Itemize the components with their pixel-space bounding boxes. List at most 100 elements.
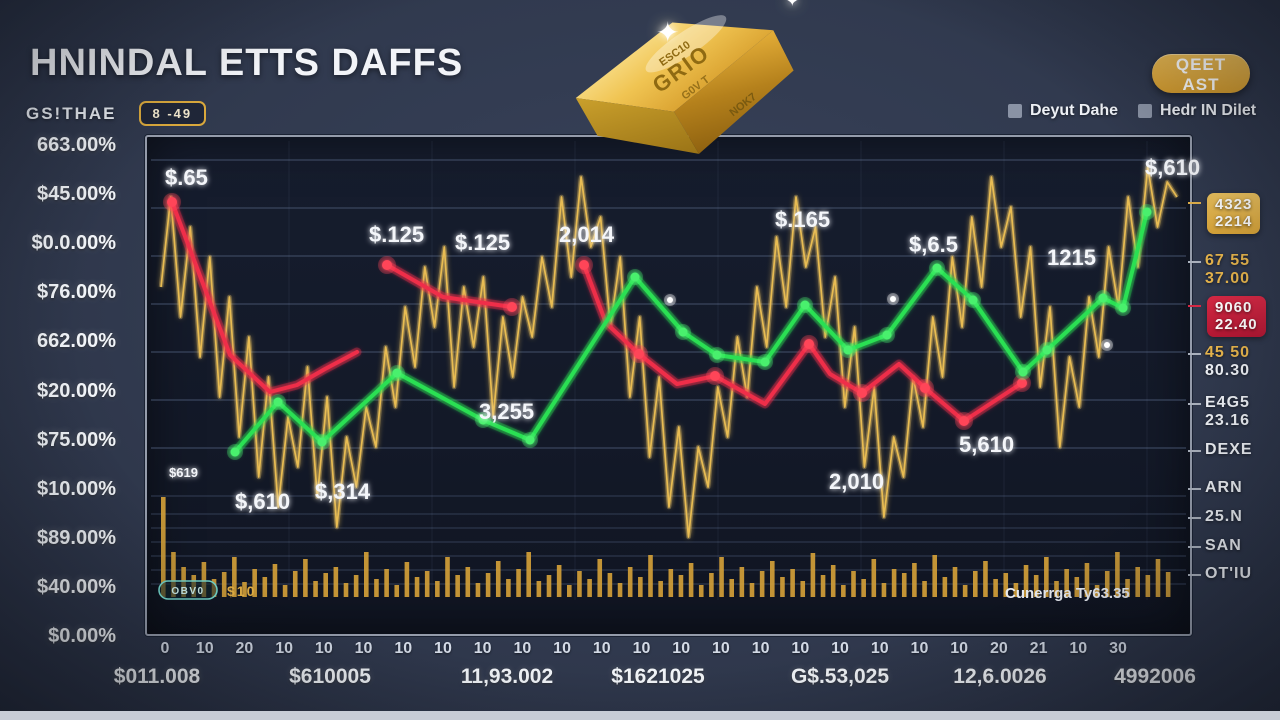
y-axis-label: $75.00% — [37, 428, 116, 451]
x-axis-label: $1621025 — [611, 665, 705, 688]
volume-bar — [567, 585, 572, 597]
right-axis-item: 4323 2214 — [1188, 193, 1261, 234]
price-badge: 9060 22.40 — [1207, 296, 1266, 337]
price-label: SAN — [1205, 537, 1242, 555]
bar-engraving-small: ESC10 — [657, 39, 692, 69]
green-data-point — [1098, 293, 1108, 303]
symbol-change-badge[interactable]: 8 -49 — [138, 101, 207, 126]
volume-bar — [282, 585, 288, 597]
green-data-point — [273, 397, 283, 407]
get-asset-button[interactable]: QEET AST — [1152, 54, 1250, 94]
price-label: E4G5 23.16 — [1205, 394, 1250, 431]
volume-bar — [313, 581, 318, 597]
red-data-point — [634, 349, 644, 359]
right-axis-item: E4G5 23.16 — [1188, 394, 1250, 431]
sparkle-icon: ✦ — [786, 0, 799, 10]
volume-bar — [536, 581, 542, 597]
volume-bar — [262, 577, 268, 597]
volume-bar — [800, 581, 806, 597]
chart-panel[interactable]: $.65 $.125 $.125 2,014 $.165 $,6.5 1215 $,610 $6… — [145, 135, 1200, 636]
price-line: 25.N — [1205, 508, 1243, 525]
tick-dash-icon — [1188, 202, 1201, 204]
x-axis-label: 11,93.002 — [460, 665, 554, 688]
green-data-point — [630, 272, 640, 282]
x-tick-label: 10 — [314, 640, 333, 657]
volume-bar — [901, 573, 907, 597]
y-axis-label: 662.00% — [37, 330, 116, 353]
green-data-point — [525, 435, 535, 445]
glint-icon — [667, 297, 673, 303]
volume-bar — [759, 571, 765, 597]
red-data-point — [920, 383, 930, 393]
price-line: 23.16 — [1205, 412, 1251, 430]
chart-annotation: $.165 — [775, 207, 830, 232]
obv-badge-label: OBV0 — [171, 586, 204, 597]
volume-bar — [790, 569, 795, 597]
green-data-point — [1042, 345, 1052, 355]
volume-bar — [292, 571, 298, 597]
chart-footnote: Cunerrga Ty63.35 — [1005, 585, 1130, 602]
y-axis-label: $40.00% — [37, 575, 116, 598]
x-tick-label: 10 — [195, 640, 214, 657]
x-axis-label: 4992006 — [1114, 665, 1196, 688]
volume-bar — [435, 581, 440, 597]
volume-bar — [333, 567, 339, 597]
red-data-point — [382, 260, 392, 270]
volume-bar — [323, 573, 328, 597]
green-data-point — [882, 330, 892, 340]
volume-bar — [962, 585, 968, 597]
volume-bar — [617, 583, 623, 597]
volume-bar — [465, 567, 471, 597]
legend-item-1[interactable]: Hedr IN Dilet — [1138, 102, 1256, 120]
chart-annotation: $,6.5 — [909, 232, 958, 257]
green-data-point — [760, 357, 770, 367]
price-label: 25.N — [1205, 508, 1243, 526]
volume-bar — [424, 571, 430, 597]
volume-bar — [993, 579, 998, 597]
volume-bar — [780, 577, 785, 597]
volume-bar — [1165, 572, 1171, 597]
x-tick-label: 0 — [160, 640, 170, 657]
volume-bar — [364, 552, 369, 597]
red-data-point — [857, 388, 867, 398]
volume-bar — [546, 575, 552, 597]
tick-dash-icon — [1188, 488, 1201, 490]
volume-bar — [485, 573, 491, 597]
red-data-point — [804, 339, 814, 349]
legend-swatch-icon — [1008, 104, 1022, 118]
legend-item-0[interactable]: Deyut Dahe — [1008, 102, 1118, 120]
x-tick-label: 10 — [751, 640, 770, 657]
green-data-point — [843, 345, 853, 355]
right-axis-item: DEXE — [1188, 441, 1253, 459]
chart-legend: Deyut Dahe Hedr IN Dilet — [1008, 102, 1256, 120]
volume-bar — [861, 579, 866, 597]
price-chart[interactable]: $.65 $.125 $.125 2,014 $.165 $,6.5 1215 $,610 $6… — [147, 137, 1200, 634]
price-line: 45 50 — [1205, 344, 1251, 361]
chart-annotation: $.125 — [455, 230, 510, 255]
volume-bar — [455, 575, 460, 597]
right-axis-item: 67 55 37.00 — [1188, 252, 1250, 289]
price-line: 37.00 — [1205, 270, 1251, 288]
green-data-point — [968, 295, 978, 305]
x-tick-label: 30 — [1109, 640, 1127, 657]
volume-bar — [932, 555, 937, 597]
volume-bar — [303, 559, 308, 597]
green-data-point — [712, 350, 722, 360]
chart-annotation: $,610 — [1145, 155, 1200, 180]
ticker-symbol: GS!THAE — [26, 103, 117, 123]
green-data-point — [1142, 207, 1152, 217]
volume-bar — [394, 585, 400, 597]
x-tick-label: 10 — [592, 640, 611, 657]
price-label: OT'IU — [1205, 565, 1252, 583]
x-tick-label: 10 — [632, 640, 651, 657]
volume-bar — [881, 583, 887, 597]
price-label: 67 55 37.00 — [1205, 252, 1250, 289]
price-line: OT'IU — [1205, 565, 1253, 582]
price-line: ARN — [1205, 479, 1243, 496]
tick-dash-icon — [1188, 353, 1201, 355]
x-tick-label: 10 — [831, 640, 849, 657]
volume-bar — [445, 557, 450, 597]
volume-bar — [597, 559, 603, 597]
chart-annotation: 2,010 — [829, 469, 884, 494]
bar-engraving-sub: G0V T — [679, 73, 712, 102]
